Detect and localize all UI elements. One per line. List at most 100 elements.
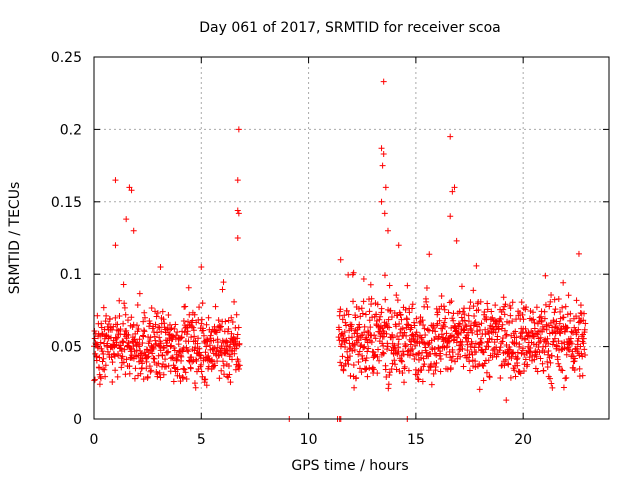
data-point (337, 256, 344, 263)
data-point (410, 350, 417, 357)
data-point (536, 314, 543, 321)
data-point (96, 354, 103, 361)
data-point (547, 359, 554, 366)
data-point (168, 325, 175, 332)
data-point (212, 362, 219, 369)
data-point (343, 307, 350, 314)
data-point (194, 340, 201, 347)
data-point (202, 376, 209, 383)
data-point (392, 361, 399, 368)
data-point (235, 210, 242, 217)
x-tick-label: 20 (514, 432, 532, 448)
data-point (140, 333, 147, 340)
data-point (170, 355, 177, 362)
data-point (419, 378, 426, 385)
data-point (218, 367, 225, 374)
data-point (226, 371, 233, 378)
data-point (190, 327, 197, 334)
data-point (500, 294, 507, 301)
data-point (348, 321, 355, 328)
data-point (390, 345, 397, 352)
data-point (512, 328, 519, 335)
data-point (231, 350, 238, 357)
data-point (165, 362, 172, 369)
data-point (464, 341, 471, 348)
data-point (179, 328, 186, 335)
data-point (366, 317, 373, 324)
data-point (163, 363, 170, 370)
data-point (567, 317, 574, 324)
data-point (342, 344, 349, 351)
data-point (508, 332, 515, 339)
data-point (501, 327, 508, 334)
data-point (441, 306, 448, 313)
data-point (359, 352, 366, 359)
data-point (560, 384, 567, 391)
data-point (113, 335, 120, 342)
data-point (383, 320, 390, 327)
data-point (580, 317, 587, 324)
data-point (128, 314, 135, 321)
data-point (556, 320, 563, 327)
data-point (374, 353, 381, 360)
data-point (477, 339, 484, 346)
data-point (351, 346, 358, 353)
data-point (386, 369, 393, 376)
data-point (364, 348, 371, 355)
data-point (152, 337, 159, 344)
data-point (192, 356, 199, 363)
data-point (407, 341, 414, 348)
data-point (580, 335, 587, 342)
data-point (365, 345, 372, 352)
data-point (472, 358, 479, 365)
data-point (409, 301, 416, 308)
data-point (499, 321, 506, 328)
data-point (140, 376, 147, 383)
data-point (172, 321, 179, 328)
data-point (344, 356, 351, 363)
data-point (381, 272, 388, 279)
data-point (350, 342, 357, 349)
data-point (141, 328, 148, 335)
data-point (521, 367, 528, 374)
data-point (177, 352, 184, 359)
data-point (399, 369, 406, 376)
data-point (577, 318, 584, 325)
data-point (509, 299, 516, 306)
data-point (492, 329, 499, 336)
data-point (141, 314, 148, 321)
data-point (396, 368, 403, 375)
data-point (409, 346, 416, 353)
data-point (219, 286, 226, 293)
data-point (190, 324, 197, 331)
data-point (182, 369, 189, 376)
data-point (517, 370, 524, 377)
data-point (370, 366, 377, 373)
data-point (154, 310, 161, 317)
data-point (443, 351, 450, 358)
data-point (114, 373, 121, 380)
data-point (224, 328, 231, 335)
data-point (165, 312, 172, 319)
data-point (453, 237, 460, 244)
data-point (547, 319, 554, 326)
data-point (396, 320, 403, 327)
data-point (159, 352, 166, 359)
data-point (458, 283, 465, 290)
data-point (551, 309, 558, 316)
data-point (546, 330, 553, 337)
data-point (544, 335, 551, 342)
data-point (352, 314, 359, 321)
data-point (139, 360, 146, 367)
data-point (234, 177, 241, 184)
data-point (558, 346, 565, 353)
data-point (540, 367, 547, 374)
data-point (514, 349, 521, 356)
data-point (541, 349, 548, 356)
data-point (102, 318, 109, 325)
data-point (205, 314, 212, 321)
data-point (216, 352, 223, 359)
data-point (214, 339, 221, 346)
data-point (198, 368, 205, 375)
